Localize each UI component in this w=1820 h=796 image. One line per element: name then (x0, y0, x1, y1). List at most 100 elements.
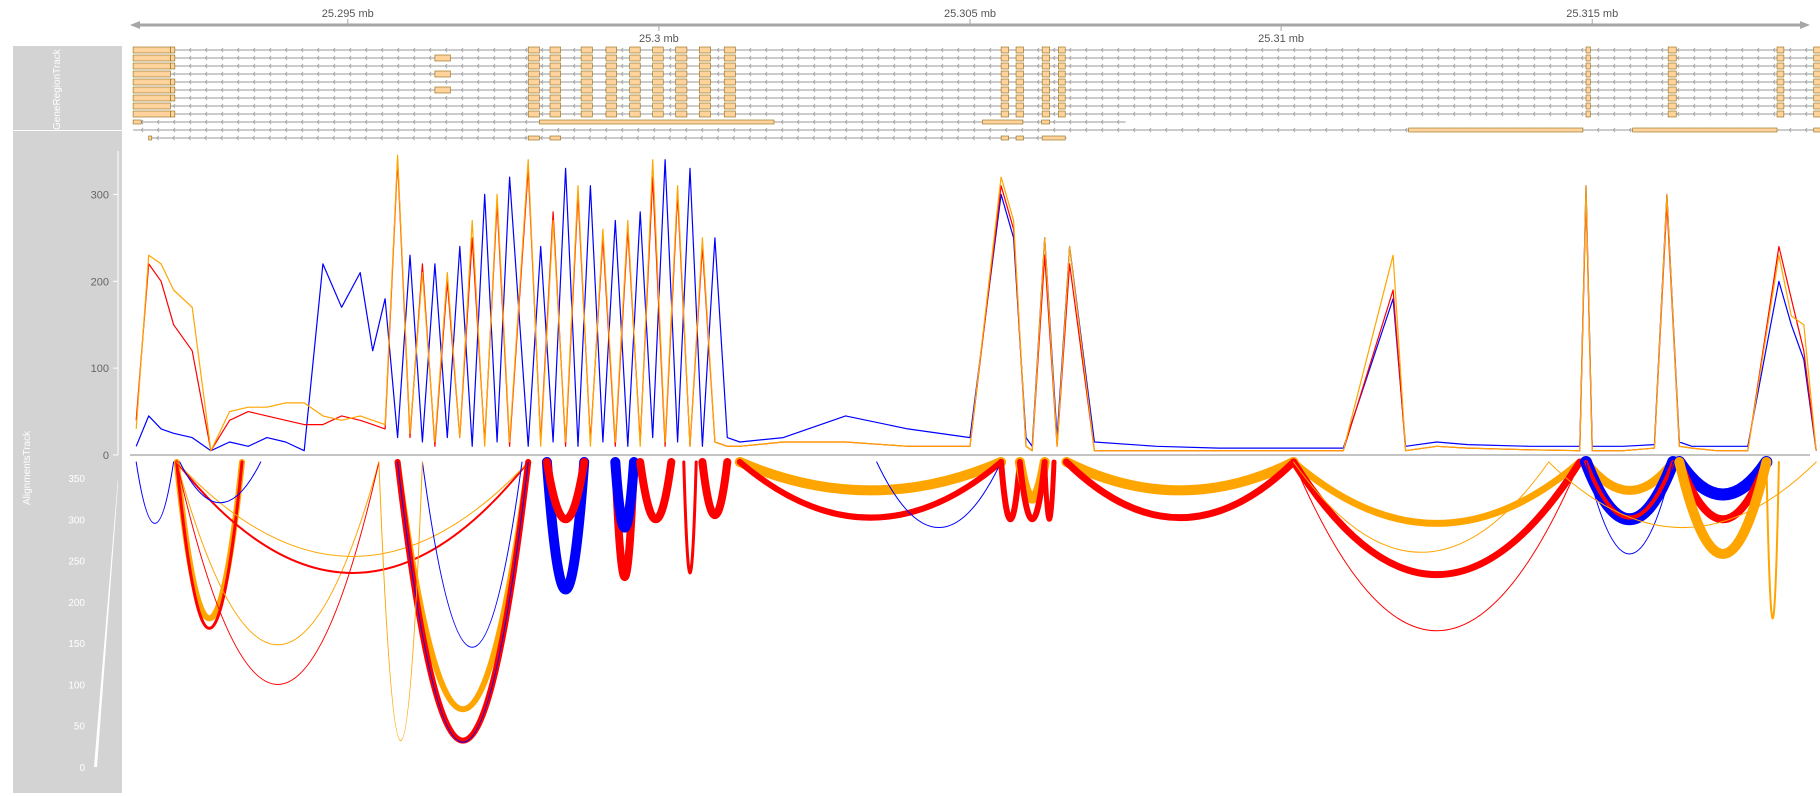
strand-arrow (236, 127, 240, 133)
strand-arrow (652, 127, 656, 133)
strand-arrow (780, 127, 784, 133)
strand-arrow (1148, 103, 1152, 109)
strand-arrow (1260, 111, 1264, 117)
strand-arrow (1340, 87, 1344, 93)
strand-arrow (1244, 95, 1248, 101)
strand-arrow (1228, 87, 1232, 93)
exon-block (1041, 102, 1050, 110)
exon-block (549, 102, 561, 110)
strand-arrow (316, 135, 319, 141)
strand-arrow (1132, 87, 1136, 93)
strand-arrow (1196, 87, 1200, 93)
exon-block (605, 94, 617, 102)
strand-arrow (1084, 87, 1088, 93)
exon-block (132, 110, 171, 118)
exon-block (605, 86, 617, 94)
strand-arrow (1516, 47, 1520, 53)
strand-arrow (700, 127, 704, 133)
strand-arrow (476, 87, 480, 93)
splice-junction-arc (542, 458, 589, 523)
strand-arrow (492, 95, 496, 101)
strand-arrow (540, 103, 544, 109)
strand-arrow (1420, 63, 1424, 69)
strand-arrow (204, 119, 208, 125)
strand-arrow (1036, 87, 1040, 93)
exon-block (1000, 62, 1009, 70)
strand-arrow (1212, 63, 1216, 69)
strand-arrow (396, 71, 400, 77)
strand-arrow (652, 135, 655, 141)
strand-arrow (1564, 87, 1568, 93)
strand-arrow (1468, 63, 1472, 69)
strand-arrow (1244, 127, 1248, 133)
exon-block (605, 70, 617, 78)
strand-arrow (1484, 95, 1488, 101)
strand-arrow (940, 71, 944, 77)
exon-block (1667, 78, 1677, 86)
strand-arrow (1644, 95, 1648, 101)
strand-arrow (908, 55, 912, 61)
strand-arrow (1644, 111, 1648, 117)
strand-arrow (1628, 47, 1632, 53)
exon-block (1041, 86, 1050, 94)
strand-arrow (1100, 119, 1104, 125)
sashimi-y-tick-label: 150 (68, 639, 85, 650)
strand-arrow (1212, 71, 1216, 77)
strand-arrow (1116, 47, 1120, 53)
strand-arrow (716, 79, 720, 85)
strand-arrow (572, 47, 576, 53)
strand-arrow (1340, 103, 1344, 109)
strand-arrow (1404, 47, 1408, 53)
strand-arrow (1644, 63, 1648, 69)
strand-arrow (828, 135, 831, 141)
strand-arrow (1164, 127, 1168, 133)
exon-block (699, 70, 711, 78)
strand-arrow (1452, 103, 1456, 109)
strand-arrow (492, 103, 496, 109)
exon-block (675, 70, 688, 78)
strand-arrow (380, 95, 384, 101)
strand-arrow (1660, 87, 1664, 93)
strand-arrow (924, 119, 928, 125)
exon-block (1585, 70, 1591, 78)
exon-block (527, 86, 540, 94)
strand-arrow (1372, 95, 1376, 101)
strand-arrow (1100, 103, 1104, 109)
strand-arrow (1452, 95, 1456, 101)
strand-arrow (1228, 63, 1232, 69)
strand-arrow (236, 135, 239, 141)
strand-arrow (1532, 47, 1536, 53)
strand-arrow (1596, 55, 1600, 61)
strand-arrow (1308, 79, 1312, 85)
strand-arrow (492, 87, 496, 93)
strand-arrow (476, 79, 480, 85)
exon-block (1000, 94, 1009, 102)
strand-arrow (796, 63, 800, 69)
strand-arrow (1068, 119, 1072, 125)
strand-arrow (588, 127, 592, 133)
strand-arrow (188, 111, 192, 117)
strand-arrow (1692, 79, 1696, 85)
strand-arrow (396, 119, 400, 125)
exon-block (629, 110, 641, 118)
strand-arrow (572, 103, 576, 109)
strand-arrow (1036, 79, 1040, 85)
strand-arrow (220, 71, 224, 77)
exon-block (652, 86, 664, 94)
strand-arrow (1548, 63, 1552, 69)
strand-arrow (1260, 103, 1264, 109)
strand-arrow (204, 63, 208, 69)
exon-block (1667, 86, 1677, 94)
strand-arrow (172, 135, 175, 141)
strand-arrow (988, 95, 992, 101)
exon-block (629, 46, 641, 54)
strand-arrow (1676, 47, 1680, 53)
exon-block (527, 70, 540, 78)
strand-arrow (332, 79, 336, 85)
strand-arrow (1532, 55, 1536, 61)
strand-arrow (1260, 47, 1264, 53)
strand-arrow (1740, 47, 1744, 53)
strand-arrow (268, 119, 272, 125)
strand-arrow (940, 79, 944, 85)
strand-arrow (1036, 135, 1039, 141)
